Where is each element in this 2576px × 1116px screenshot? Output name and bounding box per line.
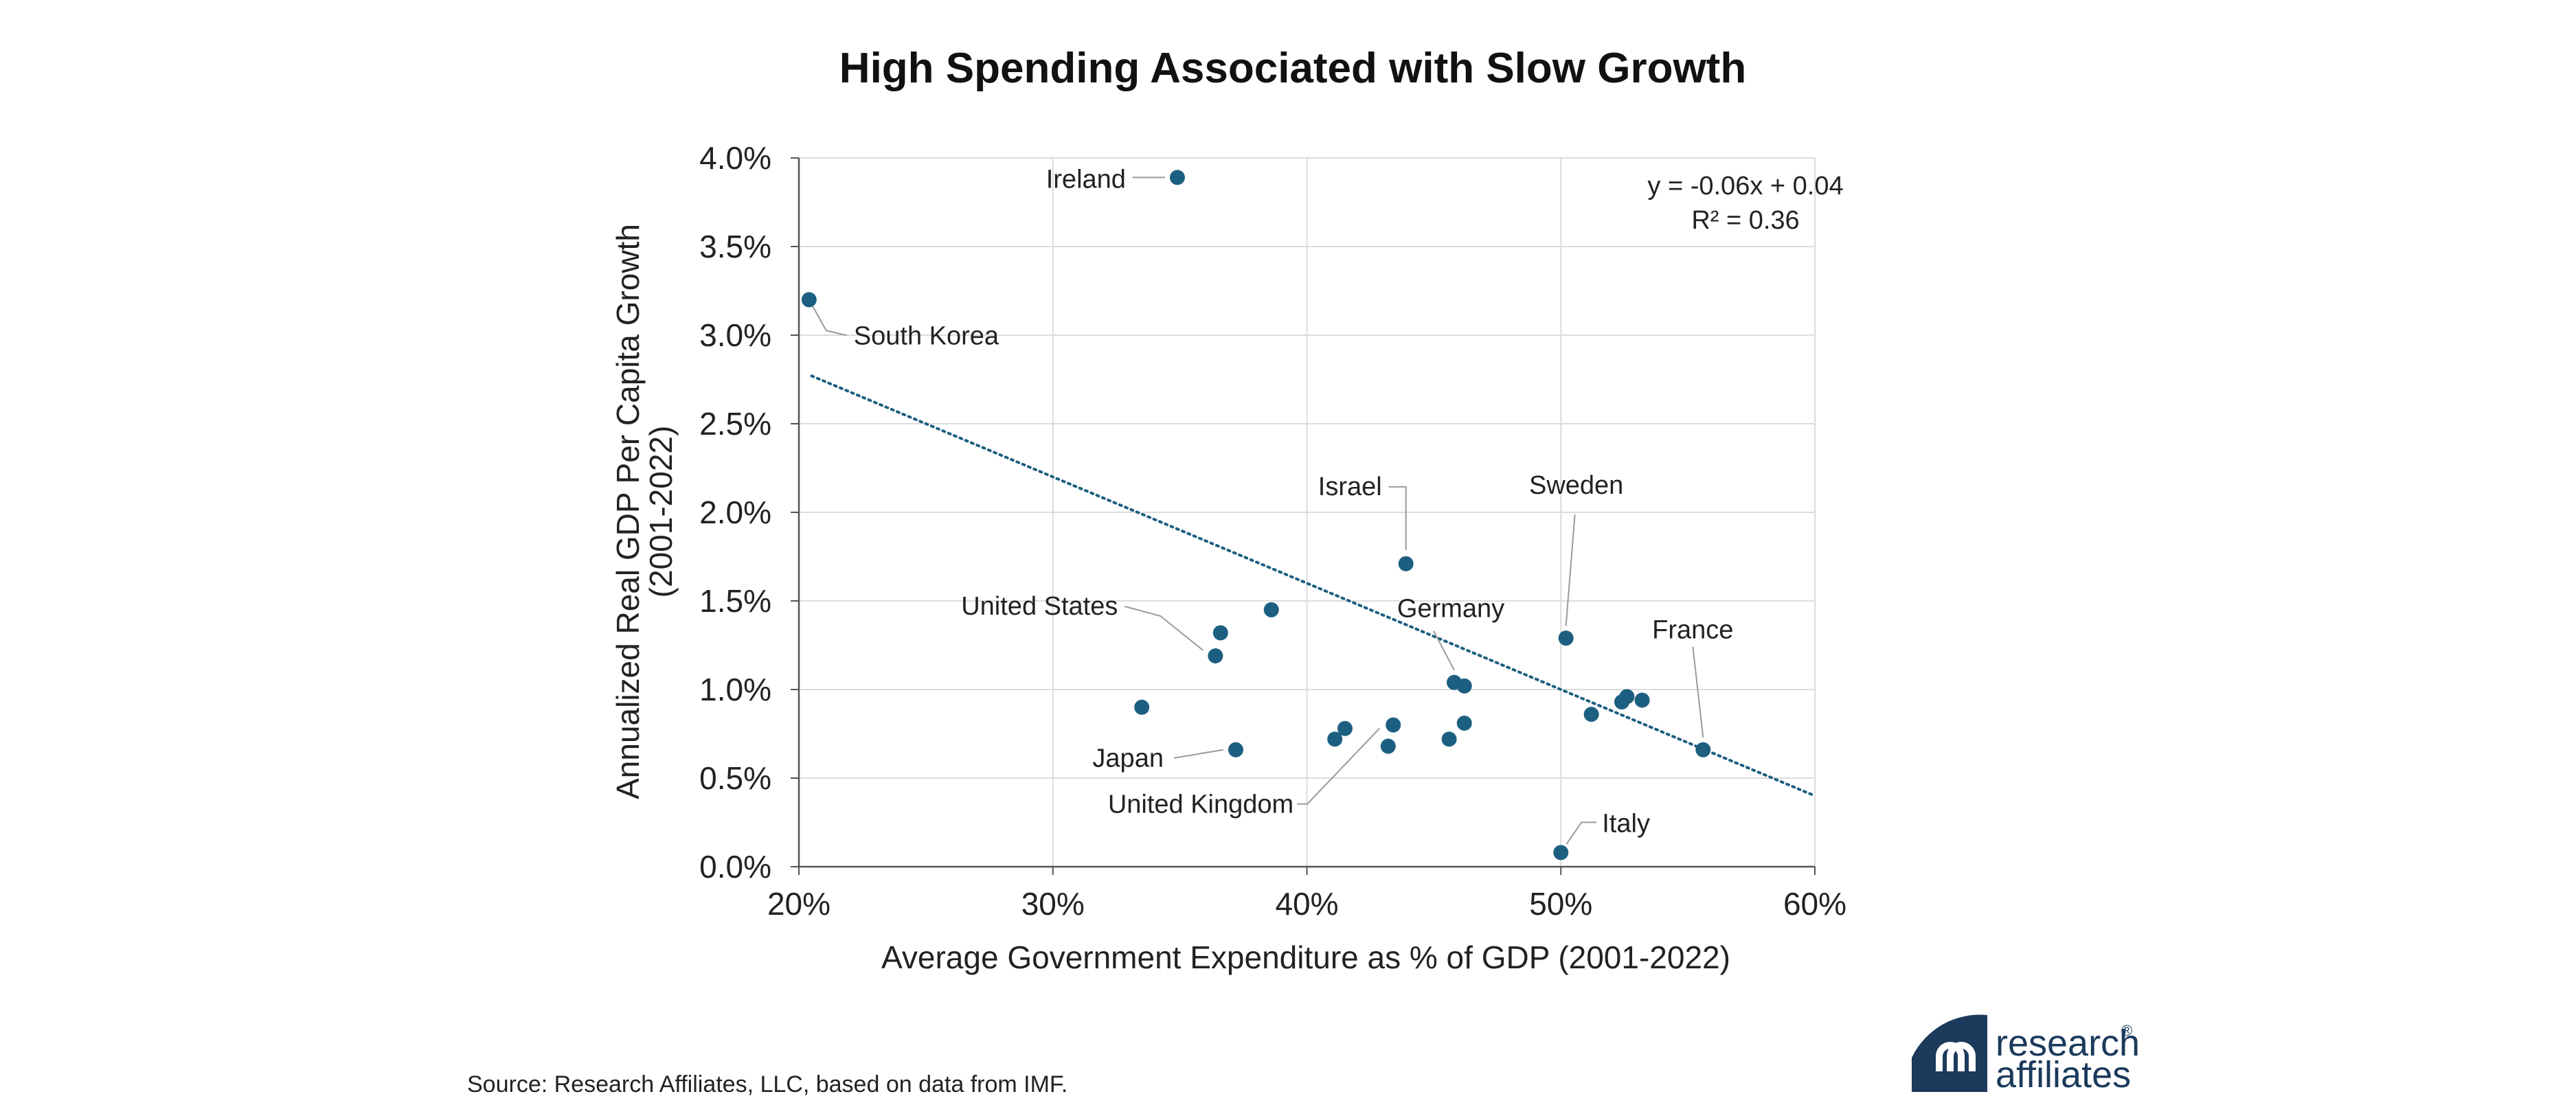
y-tick-label: 0.5% [699,760,771,796]
data-point-ireland [1169,170,1185,185]
point-label: Italy [1602,809,1650,838]
gridlines [799,157,1816,867]
leader-line [1433,630,1455,671]
data-point [1337,720,1353,736]
leader-line [1388,486,1407,550]
y-tick-label: 3.0% [699,317,771,353]
point-label: Germany [1397,595,1504,624]
data-point [1263,602,1279,617]
data-point [1456,716,1472,731]
y-tick-label: 4.0% [699,140,771,176]
point-label: United States [961,592,1118,621]
data-point [1583,707,1599,722]
data-point-israel [1398,556,1414,571]
leader-line [1692,646,1704,738]
y-tick-label: 0.0% [699,849,771,885]
x-tick-label: 30% [1021,886,1085,922]
trend-line [810,374,1816,797]
logo-text-research: research [1996,1023,2140,1064]
company-logo: research affiliates ® [1912,1014,2140,1095]
point-label: Ireland [1046,165,1126,194]
data-point-south-korea [801,292,817,308]
y-axis-label-years: (2001-2022) [643,426,679,598]
chart-title: High Spending Associated with Slow Growt… [839,45,1746,92]
data-point-italy [1553,845,1569,861]
logo-registered-mark: ® [2121,1022,2132,1039]
leader-line [1566,821,1597,845]
y-axis-label: Annualized Real GDP Per Capita Growth [610,224,646,799]
y-tick-label: 2.0% [699,494,771,530]
data-points [801,170,1711,861]
data-point [1212,625,1228,641]
x-axis-label: Average Government Expenditure as % of G… [881,940,1730,975]
point-label: France [1652,616,1733,645]
point-label: Japan [1092,744,1164,773]
leader-line [1297,727,1380,805]
leader-lines [808,176,1704,845]
leader-line [1125,606,1204,651]
y-tick-label: 3.5% [699,229,771,264]
data-point [1134,699,1150,715]
data-point-japan [1228,742,1243,758]
data-point-france [1695,742,1711,758]
data-point-united-states [1208,648,1223,663]
logo-text-affiliates: affiliates [1996,1054,2131,1095]
data-point-united-kingdom [1386,717,1401,733]
tick-labels: 0.0% 0.5% 1.0% 1.5% 2.0% 2.5% 3.0% 3.5% 4.0% 20% 3… [699,140,1846,922]
point-labels: Ireland South Korea Israel Sweden United Sta… [854,165,1734,838]
x-tick-label: 20% [767,886,831,922]
x-tick-label: 50% [1529,886,1592,922]
source-note: Source: Research Affiliates, LLC, based … [467,1071,1067,1097]
axes [791,157,1816,875]
x-tick-label: 60% [1783,886,1846,922]
point-label: Sweden [1529,471,1623,500]
leader-line [1565,514,1576,626]
data-point [1441,731,1457,747]
y-tick-label: 1.5% [699,583,771,619]
data-point [1634,692,1650,708]
r-squared: R² = 0.36 [1691,206,1799,235]
leader-line [1173,749,1224,759]
point-label: Israel [1318,472,1382,501]
trendline [810,374,1816,797]
point-label: South Korea [854,321,999,350]
x-tick-label: 40% [1275,886,1338,922]
data-point [1619,689,1635,705]
data-point [1327,731,1343,747]
trend-equation: y = -0.06x + 0.04 [1647,172,1843,201]
y-tick-label: 2.5% [699,406,771,442]
data-point [1456,678,1472,694]
data-point-sweden [1558,630,1574,646]
y-tick-label: 1.0% [699,672,771,707]
point-label: United Kingdom [1108,790,1293,819]
data-point [1380,738,1396,754]
leader-line [808,299,848,337]
logo-mark-icon [1936,1042,1976,1071]
